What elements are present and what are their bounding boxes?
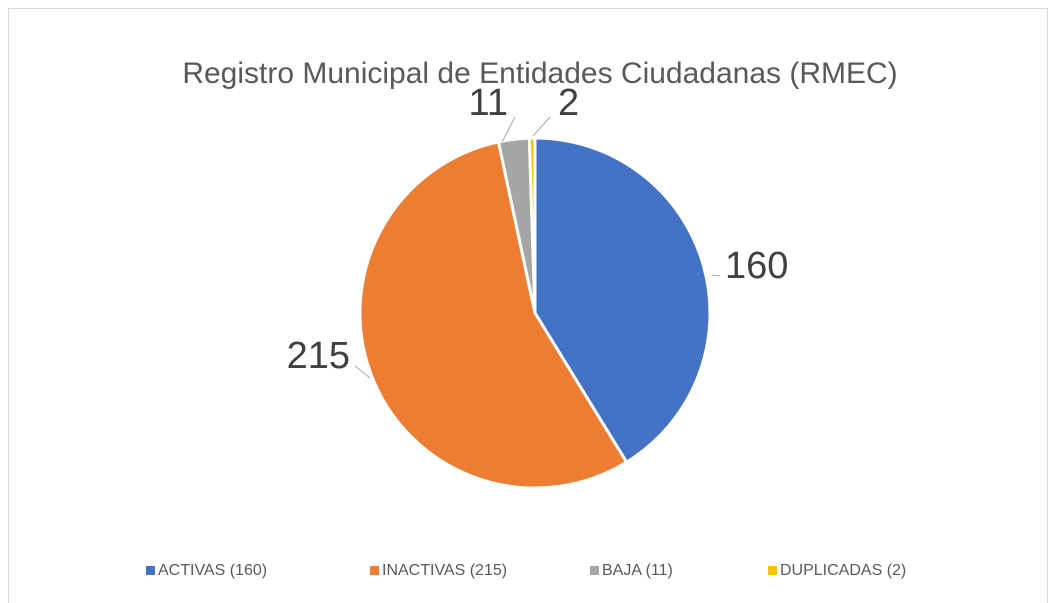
data-label: 2	[558, 82, 579, 124]
pie-slice	[527, 136, 537, 314]
legend-swatch	[768, 566, 777, 575]
pie-slice	[358, 140, 629, 490]
chart-title: Registro Municipal de Entidades Ciudadan…	[182, 57, 897, 90]
data-label: 160	[725, 245, 788, 287]
legend-swatch	[590, 566, 599, 575]
legend-swatch	[146, 566, 155, 575]
legend-label: ACTIVAS (160)	[158, 562, 267, 579]
legend-label: DUPLICADAS (2)	[780, 562, 906, 579]
leader-line	[532, 116, 551, 137]
legend-swatch	[370, 566, 379, 575]
data-label: 11	[469, 82, 508, 124]
data-label: 215	[287, 335, 350, 377]
leader-line	[501, 116, 516, 143]
leader-line	[354, 365, 371, 379]
legend-label: INACTIVAS (215)	[382, 562, 507, 579]
leader-line	[711, 274, 721, 277]
pie-slice	[533, 136, 712, 465]
legend-label: BAJA (11)	[602, 562, 673, 579]
